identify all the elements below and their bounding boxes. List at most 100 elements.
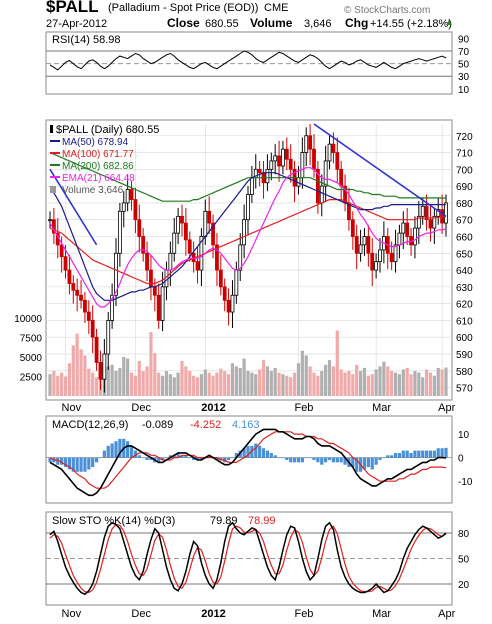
- volume-bar: [269, 371, 273, 396]
- macd-histogram-bar: [226, 457, 231, 460]
- price-tick-label: 660: [456, 232, 473, 243]
- volume-bar: [405, 367, 409, 396]
- price-bar-body: [172, 232, 177, 254]
- stochastic-layer: [46, 521, 452, 596]
- rsi-layer: [46, 50, 452, 77]
- price-bar-body: [110, 294, 115, 321]
- macd-histogram-bar: [160, 457, 165, 460]
- volume-bar: [444, 367, 448, 396]
- price-bar-body: [304, 135, 309, 153]
- macd-histogram-bar: [199, 457, 204, 460]
- macd-histogram-bar: [339, 457, 343, 463]
- price-bar-body: [432, 215, 437, 229]
- price-legend-entry: EMA(21) 664.48: [62, 173, 135, 184]
- price-bar-body: [137, 219, 142, 237]
- volume-bar: [126, 358, 130, 396]
- price-bar-body: [416, 215, 421, 229]
- volume-bar: [56, 375, 60, 396]
- macd-tick-label: -10: [458, 477, 473, 488]
- price-bar-body: [405, 222, 410, 237]
- macd-histogram-bar: [382, 457, 386, 459]
- macd-histogram-bar: [242, 448, 246, 458]
- macd-line: [49, 428, 447, 497]
- volume-bar: [149, 332, 153, 396]
- volume-bar: [432, 375, 436, 396]
- volume-bar: [277, 372, 281, 396]
- macd-histogram-bar: [67, 457, 72, 470]
- volume-bar: [327, 360, 332, 396]
- volume-tick-label: 10000: [14, 314, 42, 325]
- volume-bar: [351, 374, 355, 396]
- volume-bar: [71, 345, 75, 396]
- macd-histogram-bar: [436, 448, 440, 458]
- volume-bar: [114, 371, 118, 396]
- stochastic-tick-label: 20: [458, 580, 470, 591]
- price-tick-label: 580: [456, 367, 473, 378]
- volume-bar: [75, 333, 79, 396]
- volume-bar: [374, 369, 378, 396]
- volume-bar: [180, 360, 184, 396]
- price-bar-body: [48, 219, 52, 222]
- price-bar-body: [370, 252, 375, 271]
- ma100-line: [49, 199, 447, 285]
- macd-histogram-bar: [129, 445, 134, 458]
- price-bar-body: [335, 152, 340, 170]
- volume-bar: [409, 374, 413, 396]
- macd-histogram-bar: [409, 452, 413, 458]
- price-bar-body: [121, 202, 126, 212]
- volume-bar: [168, 374, 172, 396]
- macd-histogram-bar: [285, 457, 289, 460]
- volume-bar: [164, 371, 169, 396]
- volume-bar: [308, 366, 312, 396]
- price-legend-entry: MA(50) 678.94: [62, 137, 129, 148]
- macd-histogram-bar: [56, 457, 60, 465]
- price-bar-body: [222, 286, 227, 301]
- macd-histogram-bar: [292, 457, 297, 463]
- price-bar-body: [242, 219, 247, 246]
- macd-tick-label: 10: [458, 430, 470, 441]
- volume-bar: [343, 372, 347, 396]
- price-bar-body: [106, 320, 111, 355]
- symbol-title: $PALL: [46, 0, 99, 16]
- ma50-line: [49, 172, 447, 301]
- macd-histogram-bar: [184, 455, 188, 458]
- macd-histogram-bar: [126, 441, 130, 458]
- volume-bar: [428, 372, 433, 396]
- macd-histogram-bar: [180, 455, 184, 458]
- price-bar-body: [180, 215, 184, 224]
- volume-bar: [223, 371, 227, 396]
- volume-bar: [203, 369, 207, 396]
- x-axis-label: Nov: [62, 402, 82, 414]
- macd-histogram-bar: [390, 455, 394, 458]
- macd-histogram-bar: [250, 445, 254, 458]
- macd-histogram-bar: [351, 457, 355, 468]
- macd-histogram-bar: [320, 457, 324, 465]
- price-bar-body: [83, 299, 87, 313]
- volume-bar: [48, 374, 52, 396]
- volume-bar: [226, 374, 231, 396]
- macd-histogram-bar: [428, 450, 433, 458]
- volume-bar: [324, 364, 328, 396]
- volume-bar: [296, 363, 301, 396]
- axis-layer: 1030507090570580590600610620630640650660…: [14, 34, 473, 620]
- close-value: 680.55: [205, 18, 239, 30]
- date-label: 27-Apr-2012: [46, 18, 107, 30]
- macd-histogram-bar: [343, 457, 347, 465]
- stochastic-k-line: [49, 521, 447, 596]
- macd-histogram-bar: [114, 441, 118, 458]
- volume-bar: [141, 371, 145, 396]
- volume-bar: [362, 367, 367, 396]
- price-bar-body: [230, 294, 235, 313]
- price-bar-body: [133, 199, 138, 221]
- price-bar-body: [413, 227, 417, 246]
- price-bar-body: [156, 294, 161, 321]
- macd-histogram-bar: [316, 457, 320, 463]
- price-bar-body: [129, 189, 134, 200]
- volume-tick-label: 2500: [20, 373, 43, 384]
- volume-bar: [122, 357, 126, 396]
- price-bar-body: [428, 219, 433, 229]
- macd-histogram-bar: [424, 450, 429, 458]
- price-bar-body: [308, 135, 313, 150]
- price-bar-body: [94, 336, 99, 363]
- macd-histogram-bar: [98, 457, 103, 459]
